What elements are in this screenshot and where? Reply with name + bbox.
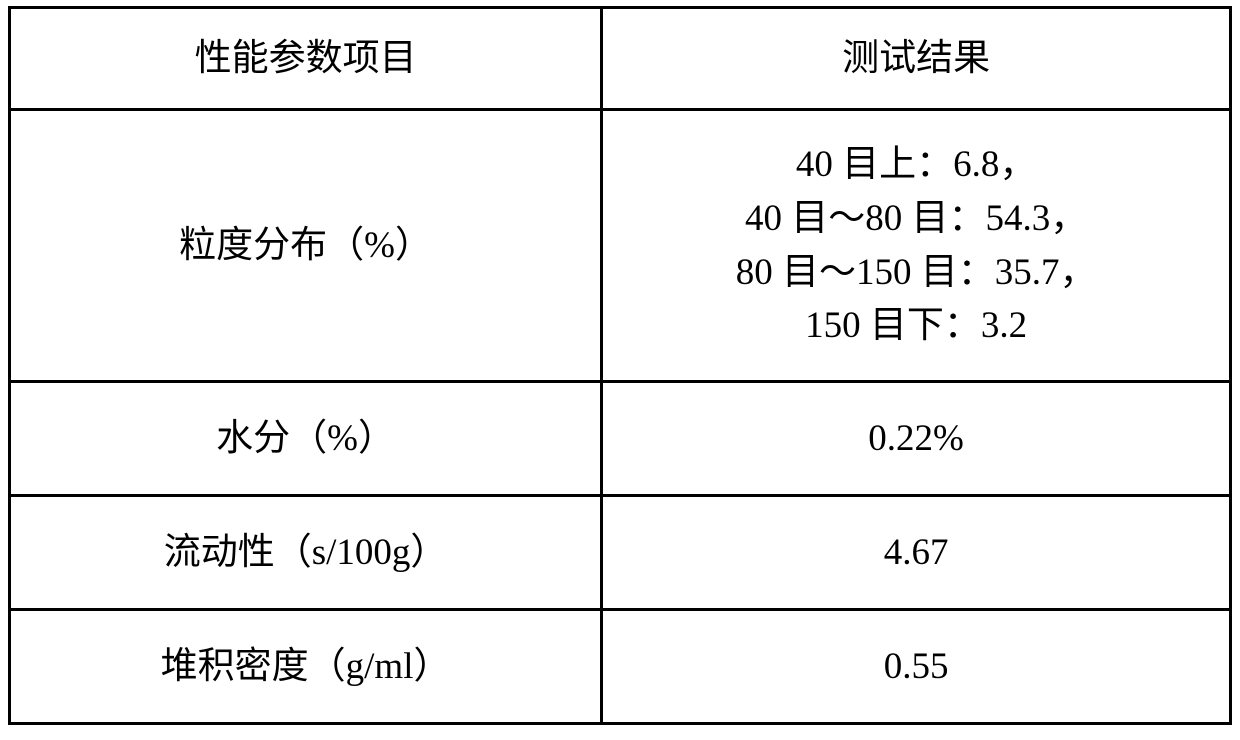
row-particle-distribution: 粒度分布（%） 40 目上：6.8， 40 目～80 目：54.3， 80 目～…: [10, 110, 1231, 382]
cell-flowability-label: 流动性（s/100g）: [10, 496, 602, 610]
table-header-row: 性能参数项目 测试结果: [10, 8, 1231, 110]
row-flowability: 流动性（s/100g） 4.67: [10, 496, 1231, 610]
cell-moisture-value: 0.22%: [602, 382, 1231, 496]
cell-bulk-density-value: 0.55: [602, 610, 1231, 724]
cell-flowability-value: 4.67: [602, 496, 1231, 610]
performance-table: 性能参数项目 测试结果 粒度分布（%） 40 目上：6.8， 40 目～80 目…: [8, 6, 1232, 725]
cell-particle-distribution-value: 40 目上：6.8， 40 目～80 目：54.3， 80 目～150 目：35…: [602, 110, 1231, 382]
dist-line-1: 40 目上：6.8，: [796, 144, 1037, 185]
row-moisture: 水分（%） 0.22%: [10, 382, 1231, 496]
header-param-label: 性能参数项目: [10, 8, 602, 110]
cell-particle-distribution-label: 粒度分布（%）: [10, 110, 602, 382]
particle-distribution-lines: 40 目上：6.8， 40 目～80 目：54.3， 80 目～150 目：35…: [736, 138, 1097, 353]
cell-bulk-density-label: 堆积密度（g/ml）: [10, 610, 602, 724]
dist-line-2: 40 目～80 目：54.3，: [745, 198, 1087, 239]
table-container: 性能参数项目 测试结果 粒度分布（%） 40 目上：6.8， 40 目～80 目…: [0, 0, 1240, 740]
dist-line-4: 150 目下：3.2: [805, 305, 1027, 346]
cell-moisture-label: 水分（%）: [10, 382, 602, 496]
header-result-label: 测试结果: [602, 8, 1231, 110]
dist-line-3: 80 目～150 目：35.7，: [736, 252, 1097, 293]
row-bulk-density: 堆积密度（g/ml） 0.55: [10, 610, 1231, 724]
